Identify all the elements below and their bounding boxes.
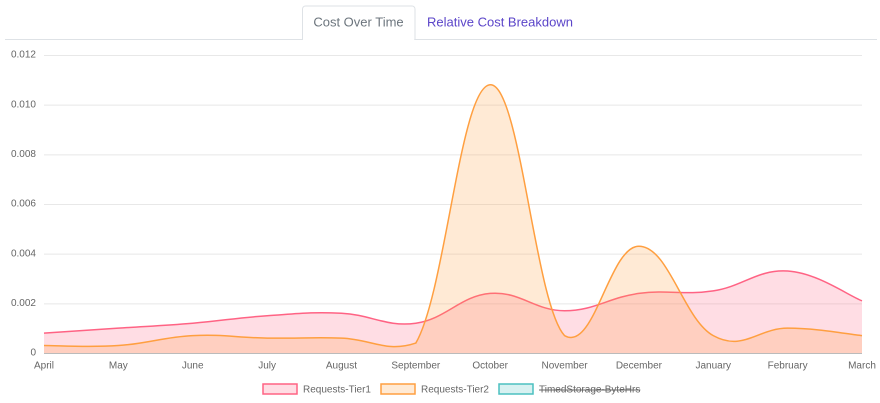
legend-label: Requests-Tier2	[421, 385, 489, 396]
y-tick-label: 0.008	[11, 149, 36, 160]
x-tick-label: November	[541, 361, 588, 372]
y-tick-label: 0.002	[11, 298, 36, 309]
area	[44, 270, 862, 353]
series-line	[43, 84, 863, 348]
x-tick-label: March	[848, 361, 876, 372]
legend-label: Requests-Tier1	[303, 385, 371, 396]
area	[44, 84, 862, 353]
series-line	[43, 270, 863, 334]
x-tick-label: August	[326, 361, 357, 372]
legend-swatch	[498, 383, 534, 395]
x-tick-label: September	[391, 361, 441, 372]
tab-label[interactable]: Cost Over Time	[313, 14, 403, 29]
x-tick-label: October	[472, 361, 508, 372]
y-tick-label: 0.006	[11, 199, 36, 210]
x-tick-label: April	[34, 361, 54, 372]
x-tick-label: June	[182, 361, 204, 372]
y-tick-label: 0.012	[11, 50, 36, 61]
x-tick-label: January	[695, 361, 731, 372]
legend-swatch	[380, 383, 416, 395]
x-tick-label: May	[109, 361, 128, 372]
y-tick-label: 0.010	[11, 99, 36, 110]
tab-label[interactable]: Relative Cost Breakdown	[427, 14, 573, 29]
legend-swatch	[262, 383, 298, 395]
y-tick-label: 0	[30, 348, 36, 359]
active-tab[interactable]	[302, 5, 416, 40]
x-tick-label: July	[258, 361, 276, 372]
y-tick-label: 0.004	[11, 248, 36, 259]
x-tick-label: December	[616, 361, 663, 372]
x-tick-label: February	[768, 361, 808, 372]
